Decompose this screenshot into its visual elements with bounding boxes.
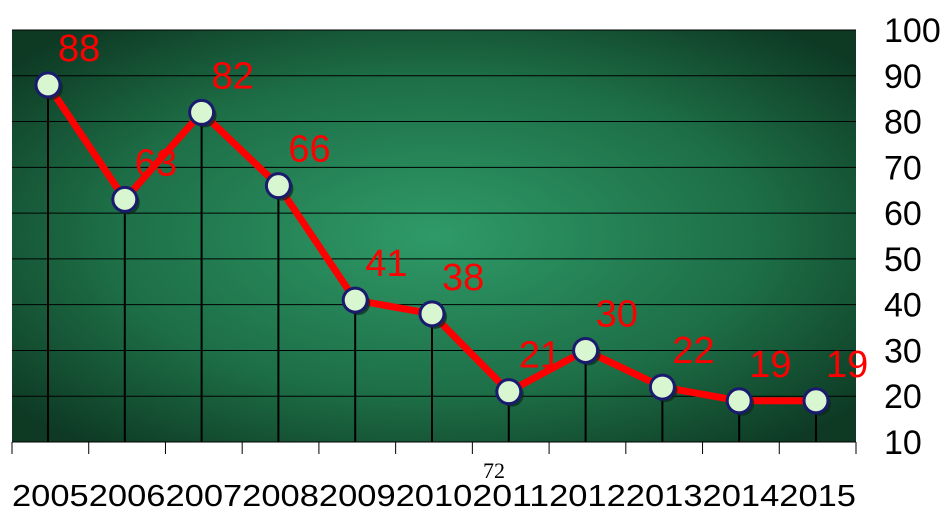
x-axis bbox=[11, 441, 857, 454]
series-markers bbox=[34, 71, 831, 416]
y-tick-label: 50 bbox=[884, 241, 922, 279]
data-label: 30 bbox=[596, 293, 638, 335]
data-point-marker bbox=[495, 378, 523, 406]
data-point-marker bbox=[725, 387, 753, 415]
x-tick-label: 2010 bbox=[396, 478, 473, 513]
data-point-marker bbox=[188, 98, 216, 126]
data-label: 22 bbox=[672, 330, 714, 372]
data-label: 82 bbox=[212, 55, 254, 97]
y-tick-label: 30 bbox=[884, 332, 922, 370]
data-point-marker bbox=[802, 387, 830, 415]
x-tick-label: 2005 bbox=[12, 478, 89, 513]
x-tick-label: 2014 bbox=[703, 478, 780, 513]
data-point-marker bbox=[264, 172, 292, 200]
y-tick-label: 20 bbox=[884, 378, 922, 416]
data-point-marker bbox=[34, 71, 62, 99]
data-point-marker bbox=[648, 373, 676, 401]
data-point-marker bbox=[572, 336, 600, 364]
plot-background bbox=[12, 30, 856, 442]
x-tick-label: 2011 bbox=[472, 478, 549, 513]
x-tick-label: 2012 bbox=[549, 478, 626, 513]
y-tick-label: 70 bbox=[884, 149, 922, 187]
x-tick-label: 2007 bbox=[165, 478, 242, 513]
data-label: 63 bbox=[135, 142, 177, 184]
data-labels: 88 63 82 66 41 38 21 30 22 19 19 bbox=[58, 28, 868, 386]
data-label: 21 bbox=[519, 335, 561, 377]
y-tick-label: 90 bbox=[884, 58, 922, 96]
data-label: 41 bbox=[365, 243, 407, 285]
y-tick-label: 100 bbox=[884, 12, 941, 50]
x-tick-label: 2009 bbox=[319, 478, 396, 513]
y-axis-ticks: 10 20 30 40 50 60 70 80 90 100 bbox=[884, 12, 941, 462]
x-axis-ticks: 2005 2006 2007 2008 2009 2010 2011 2012 2013 2014… bbox=[12, 478, 856, 513]
y-tick-label: 40 bbox=[884, 287, 922, 325]
data-label: 66 bbox=[288, 129, 330, 171]
data-point-marker bbox=[111, 185, 139, 213]
data-label: 38 bbox=[442, 257, 484, 299]
drop-lines bbox=[47, 84, 817, 442]
x-tick-label: 2008 bbox=[242, 478, 319, 513]
data-label: 88 bbox=[58, 28, 100, 70]
y-tick-label: 80 bbox=[884, 104, 922, 142]
x-tick-label: 2006 bbox=[89, 478, 166, 513]
y-tick-label: 10 bbox=[884, 424, 922, 462]
x-tick-label: 2013 bbox=[626, 478, 703, 513]
y-tick-label: 60 bbox=[884, 195, 922, 233]
x-tick-label: 2015 bbox=[779, 478, 856, 513]
data-point-marker bbox=[418, 300, 446, 328]
page-number: 72 bbox=[483, 458, 505, 483]
data-label: 19 bbox=[826, 344, 868, 386]
data-point-marker bbox=[341, 286, 369, 314]
data-label: 19 bbox=[749, 344, 791, 386]
